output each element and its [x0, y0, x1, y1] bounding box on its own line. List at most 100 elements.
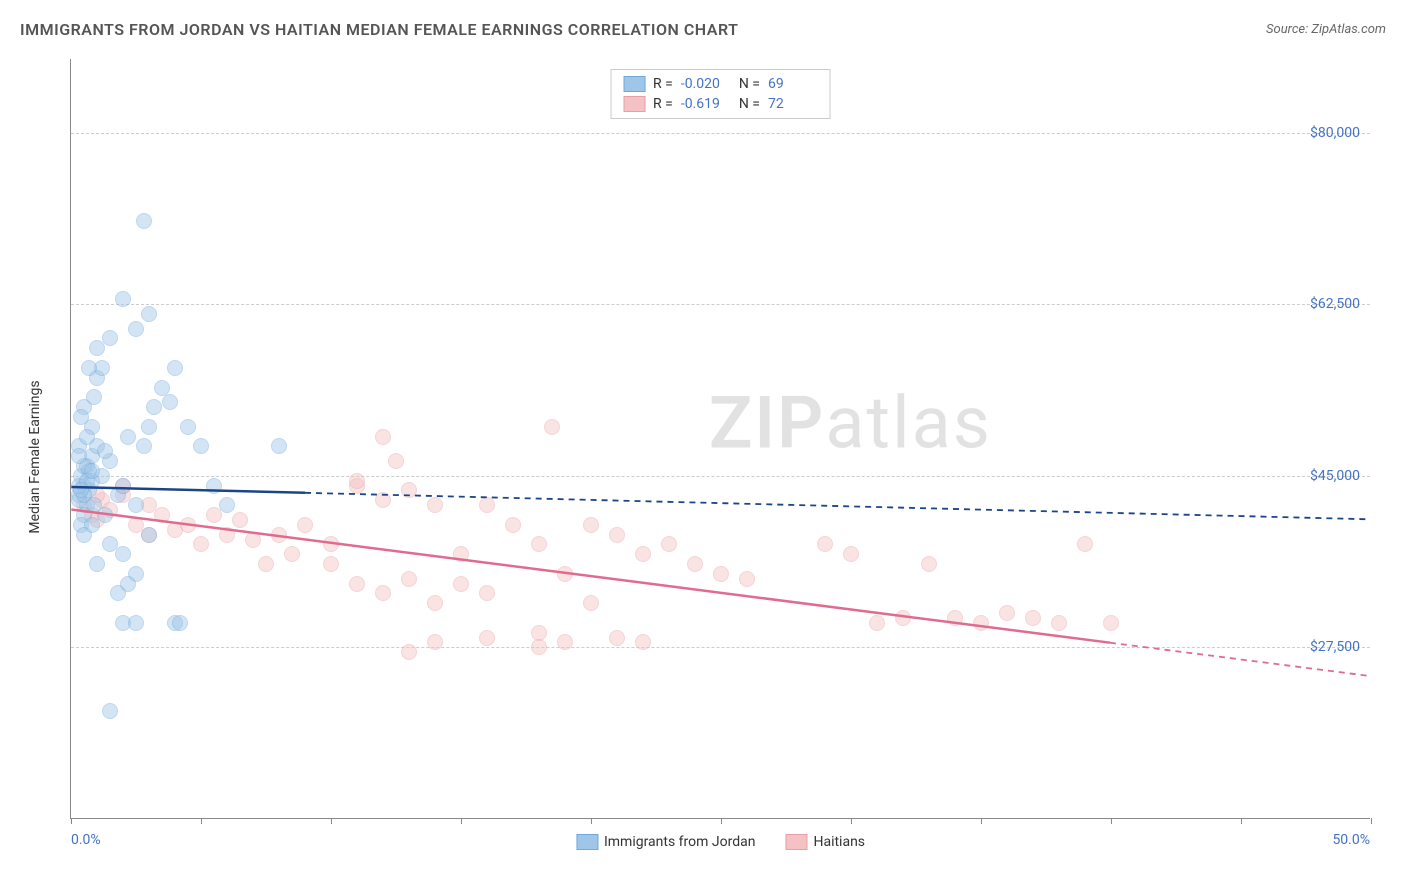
watermark-atlas: atlas	[825, 381, 992, 466]
x-tick	[201, 818, 202, 824]
haitian-point	[921, 556, 937, 572]
jordan-point	[141, 419, 157, 435]
jordan-swatch-icon	[576, 834, 598, 850]
haitian-point	[895, 610, 911, 626]
jordan-point	[120, 576, 136, 592]
haitian-point	[232, 512, 248, 528]
haitian-point	[505, 517, 521, 533]
chart-title: IMMIGRANTS FROM JORDAN VS HAITIAN MEDIAN…	[20, 20, 738, 39]
haitian-point	[297, 517, 313, 533]
haitian-point	[375, 429, 391, 445]
haitian-point	[388, 453, 404, 469]
haitian-point	[999, 605, 1015, 621]
jordan-swatch	[623, 76, 645, 92]
jordan-point	[271, 438, 287, 454]
jordan-point	[172, 615, 188, 631]
legend-row-haitian: R = -0.619 N = 72	[623, 94, 818, 114]
jordan-point	[102, 330, 118, 346]
haitian-point	[427, 634, 443, 650]
x-tick	[461, 818, 462, 824]
y-axis-title: Median Female Earnings	[27, 380, 43, 533]
x-tick	[981, 818, 982, 824]
haitian-point	[479, 497, 495, 513]
jordan-point	[219, 497, 235, 513]
haitian-point	[583, 517, 599, 533]
correlation-legend: R = -0.020 N = 69 R = -0.619 N = 72	[610, 69, 831, 119]
haitian-point	[219, 527, 235, 543]
jordan-point	[115, 291, 131, 307]
jordan-point	[115, 546, 131, 562]
haitian-point	[375, 492, 391, 508]
jordan-point	[180, 419, 196, 435]
haitian-point	[479, 585, 495, 601]
haitian-point	[427, 595, 443, 611]
haitian-point	[180, 517, 196, 533]
watermark: ZIPatlas	[709, 381, 992, 466]
haitian-point	[349, 473, 365, 489]
haitian-point	[583, 595, 599, 611]
jordan-r-value: -0.020	[681, 76, 731, 92]
haitian-point	[687, 556, 703, 572]
haitian-point	[609, 527, 625, 543]
jordan-point	[89, 556, 105, 572]
legend-row-jordan: R = -0.020 N = 69	[623, 74, 818, 94]
haitian-label: Haitians	[813, 834, 865, 850]
haitian-point	[544, 419, 560, 435]
haitian-point	[557, 634, 573, 650]
haitian-point	[973, 615, 989, 631]
x-tick	[721, 818, 722, 824]
y-tick-label: $27,500	[1310, 639, 1360, 655]
haitian-point	[193, 536, 209, 552]
jordan-point	[79, 429, 95, 445]
watermark-zip: ZIP	[709, 381, 825, 466]
jordan-n-value: 69	[768, 76, 818, 92]
haitian-point	[1103, 615, 1119, 631]
jordan-point	[128, 615, 144, 631]
n-label: N =	[739, 96, 760, 112]
plot-area: ZIPatlas R = -0.020 N = 69 R = -0.619 N …	[70, 59, 1370, 819]
x-tick	[71, 818, 72, 824]
jordan-point	[97, 507, 113, 523]
jordan-point	[206, 478, 222, 494]
jordan-label: Immigrants from Jordan	[604, 834, 756, 850]
haitian-point	[661, 536, 677, 552]
source-label: Source: ZipAtlas.com	[1266, 22, 1386, 37]
r-label: R =	[653, 96, 673, 112]
haitian-r-value: -0.619	[681, 96, 731, 112]
haitian-point	[1025, 610, 1041, 626]
gridline-h	[71, 304, 1370, 305]
jordan-point	[76, 527, 92, 543]
jordan-point	[154, 380, 170, 396]
jordan-point	[120, 429, 136, 445]
gridline-h	[71, 647, 1370, 648]
haitian-swatch-icon	[785, 834, 807, 850]
haitian-point	[817, 536, 833, 552]
jordan-point	[102, 536, 118, 552]
haitian-swatch	[623, 96, 645, 112]
legend-item-haitian: Haitians	[785, 834, 865, 850]
haitian-point	[284, 546, 300, 562]
haitian-point	[245, 532, 261, 548]
haitian-point	[453, 576, 469, 592]
jordan-point	[193, 438, 209, 454]
haitian-point	[557, 566, 573, 582]
haitian-point	[401, 571, 417, 587]
r-label: R =	[653, 76, 673, 92]
jordan-point	[86, 389, 102, 405]
jordan-point	[73, 409, 89, 425]
x-tick	[591, 818, 592, 824]
haitian-point	[323, 556, 339, 572]
jordan-point	[81, 360, 97, 376]
haitian-point	[323, 536, 339, 552]
jordan-point	[167, 360, 183, 376]
haitian-point	[635, 634, 651, 650]
y-tick-label: $45,000	[1310, 468, 1360, 484]
haitian-n-value: 72	[768, 96, 818, 112]
haitian-point	[349, 576, 365, 592]
haitian-point	[258, 556, 274, 572]
x-max-label: 50.0%	[1332, 832, 1370, 848]
jordan-point	[128, 321, 144, 337]
jordan-point	[141, 306, 157, 322]
haitian-point	[375, 585, 391, 601]
x-tick	[1371, 818, 1372, 824]
